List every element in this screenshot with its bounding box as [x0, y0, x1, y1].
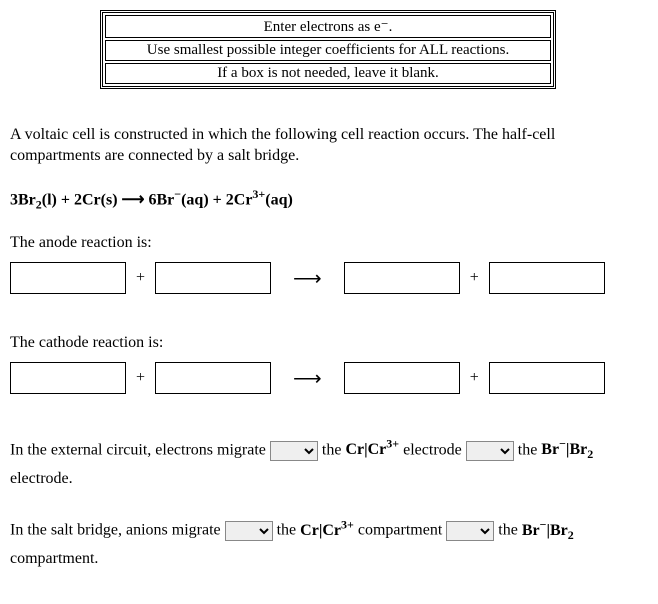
anode-input-3[interactable]	[344, 262, 460, 294]
overall-reaction: 3Br2(l) + 2Cr(s) ⟶ 6Br−(aq) + 2Cr3+(aq)	[10, 187, 648, 213]
plus-sign: +	[468, 269, 481, 287]
migrate2-pre: In the salt bridge, anions migrate	[10, 522, 225, 539]
cathode-equation-row: + ⟶ +	[10, 362, 648, 394]
migrate1-pre: In the external circuit, electrons migra…	[10, 441, 270, 458]
migrate2-mid1: the Cr|Cr3+ compartment	[277, 522, 447, 539]
cathode-input-1[interactable]	[10, 362, 126, 394]
instruction-row-3: If a box is not needed, leave it blank.	[105, 63, 551, 84]
migrate1-select-2[interactable]: tofrom	[466, 441, 514, 461]
migrate2-select-1[interactable]: tofrom	[225, 521, 273, 541]
anode-input-1[interactable]	[10, 262, 126, 294]
cathode-input-3[interactable]	[344, 362, 460, 394]
intro-text: A voltaic cell is constructed in which t…	[10, 125, 648, 167]
instruction-row-1: Enter electrons as e⁻.	[105, 15, 551, 38]
cathode-input-4[interactable]	[489, 362, 605, 394]
instruction-box: Enter electrons as e⁻. Use smallest poss…	[100, 10, 556, 89]
cathode-input-2[interactable]	[155, 362, 271, 394]
cathode-label: The cathode reaction is:	[10, 334, 648, 352]
plus-sign: +	[134, 269, 147, 287]
salt-bridge-line: In the salt bridge, anions migrate tofro…	[10, 514, 648, 572]
plus-sign: +	[468, 369, 481, 387]
reaction-arrow: ⟶	[279, 366, 336, 391]
anode-input-4[interactable]	[489, 262, 605, 294]
anode-input-2[interactable]	[155, 262, 271, 294]
migrate1-select-1[interactable]: tofrom	[270, 441, 318, 461]
migrate2-select-2[interactable]: tofrom	[446, 521, 494, 541]
instruction-row-2: Use smallest possible integer coefficien…	[105, 40, 551, 61]
reaction-arrow: ⟶	[279, 266, 336, 291]
migrate1-mid1: the Cr|Cr3+ electrode	[322, 441, 466, 458]
anode-equation-row: + ⟶ +	[10, 262, 648, 294]
anode-label: The anode reaction is:	[10, 234, 648, 252]
plus-sign: +	[134, 369, 147, 387]
external-circuit-line: In the external circuit, electrons migra…	[10, 434, 648, 492]
